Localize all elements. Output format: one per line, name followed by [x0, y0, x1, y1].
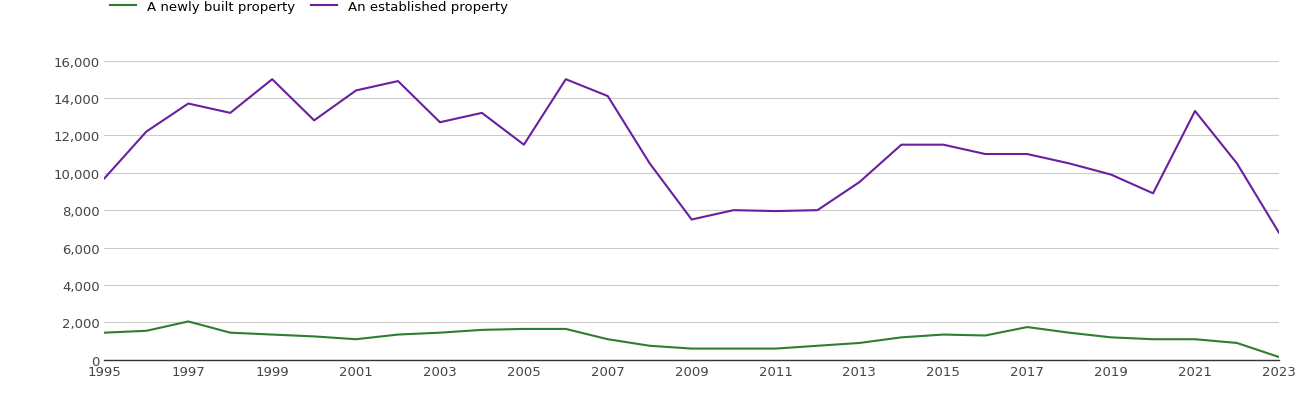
An established property	[936, 143, 951, 148]
A newly built property	[1146, 337, 1161, 342]
An established property	[1271, 231, 1287, 236]
An established property	[1061, 162, 1077, 166]
An established property	[809, 208, 825, 213]
An established property	[1019, 152, 1035, 157]
An established property	[180, 102, 196, 107]
A newly built property	[180, 319, 196, 324]
An established property	[600, 94, 616, 99]
An established property	[894, 143, 910, 148]
A newly built property	[138, 328, 154, 333]
A newly built property	[348, 337, 364, 342]
An established property	[138, 130, 154, 135]
An established property	[559, 78, 574, 83]
A newly built property	[977, 333, 993, 338]
An established property	[222, 111, 238, 116]
A newly built property	[1229, 341, 1245, 346]
A newly built property	[600, 337, 616, 342]
A newly built property	[222, 330, 238, 335]
A newly built property	[1061, 330, 1077, 335]
A newly built property	[559, 327, 574, 332]
An established property	[390, 79, 406, 84]
An established property	[432, 121, 448, 126]
A newly built property	[809, 344, 825, 348]
A newly built property	[265, 332, 281, 337]
An established property	[1229, 162, 1245, 166]
A newly built property	[852, 341, 868, 346]
A newly built property	[1103, 335, 1118, 340]
A newly built property	[474, 328, 489, 333]
An established property	[977, 152, 993, 157]
Line: A newly built property: A newly built property	[104, 321, 1279, 357]
A newly built property	[767, 346, 783, 351]
A newly built property	[390, 332, 406, 337]
An established property	[726, 208, 741, 213]
A newly built property	[1019, 325, 1035, 330]
A newly built property	[432, 330, 448, 335]
An established property	[1146, 191, 1161, 196]
An established property	[97, 176, 112, 181]
Legend: A newly built property, An established property: A newly built property, An established p…	[104, 0, 513, 19]
A newly built property	[307, 334, 322, 339]
An established property	[265, 78, 281, 83]
An established property	[515, 143, 531, 148]
An established property	[348, 89, 364, 94]
A newly built property	[97, 330, 112, 335]
A newly built property	[515, 327, 531, 332]
An established property	[1188, 109, 1203, 114]
A newly built property	[684, 346, 699, 351]
A newly built property	[642, 344, 658, 348]
An established property	[474, 111, 489, 116]
An established property	[767, 209, 783, 214]
An established property	[1103, 173, 1118, 178]
A newly built property	[894, 335, 910, 340]
Line: An established property: An established property	[104, 80, 1279, 233]
An established property	[852, 180, 868, 185]
An established property	[642, 162, 658, 166]
An established property	[307, 119, 322, 124]
An established property	[684, 218, 699, 222]
A newly built property	[1188, 337, 1203, 342]
A newly built property	[936, 332, 951, 337]
A newly built property	[726, 346, 741, 351]
A newly built property	[1271, 355, 1287, 360]
